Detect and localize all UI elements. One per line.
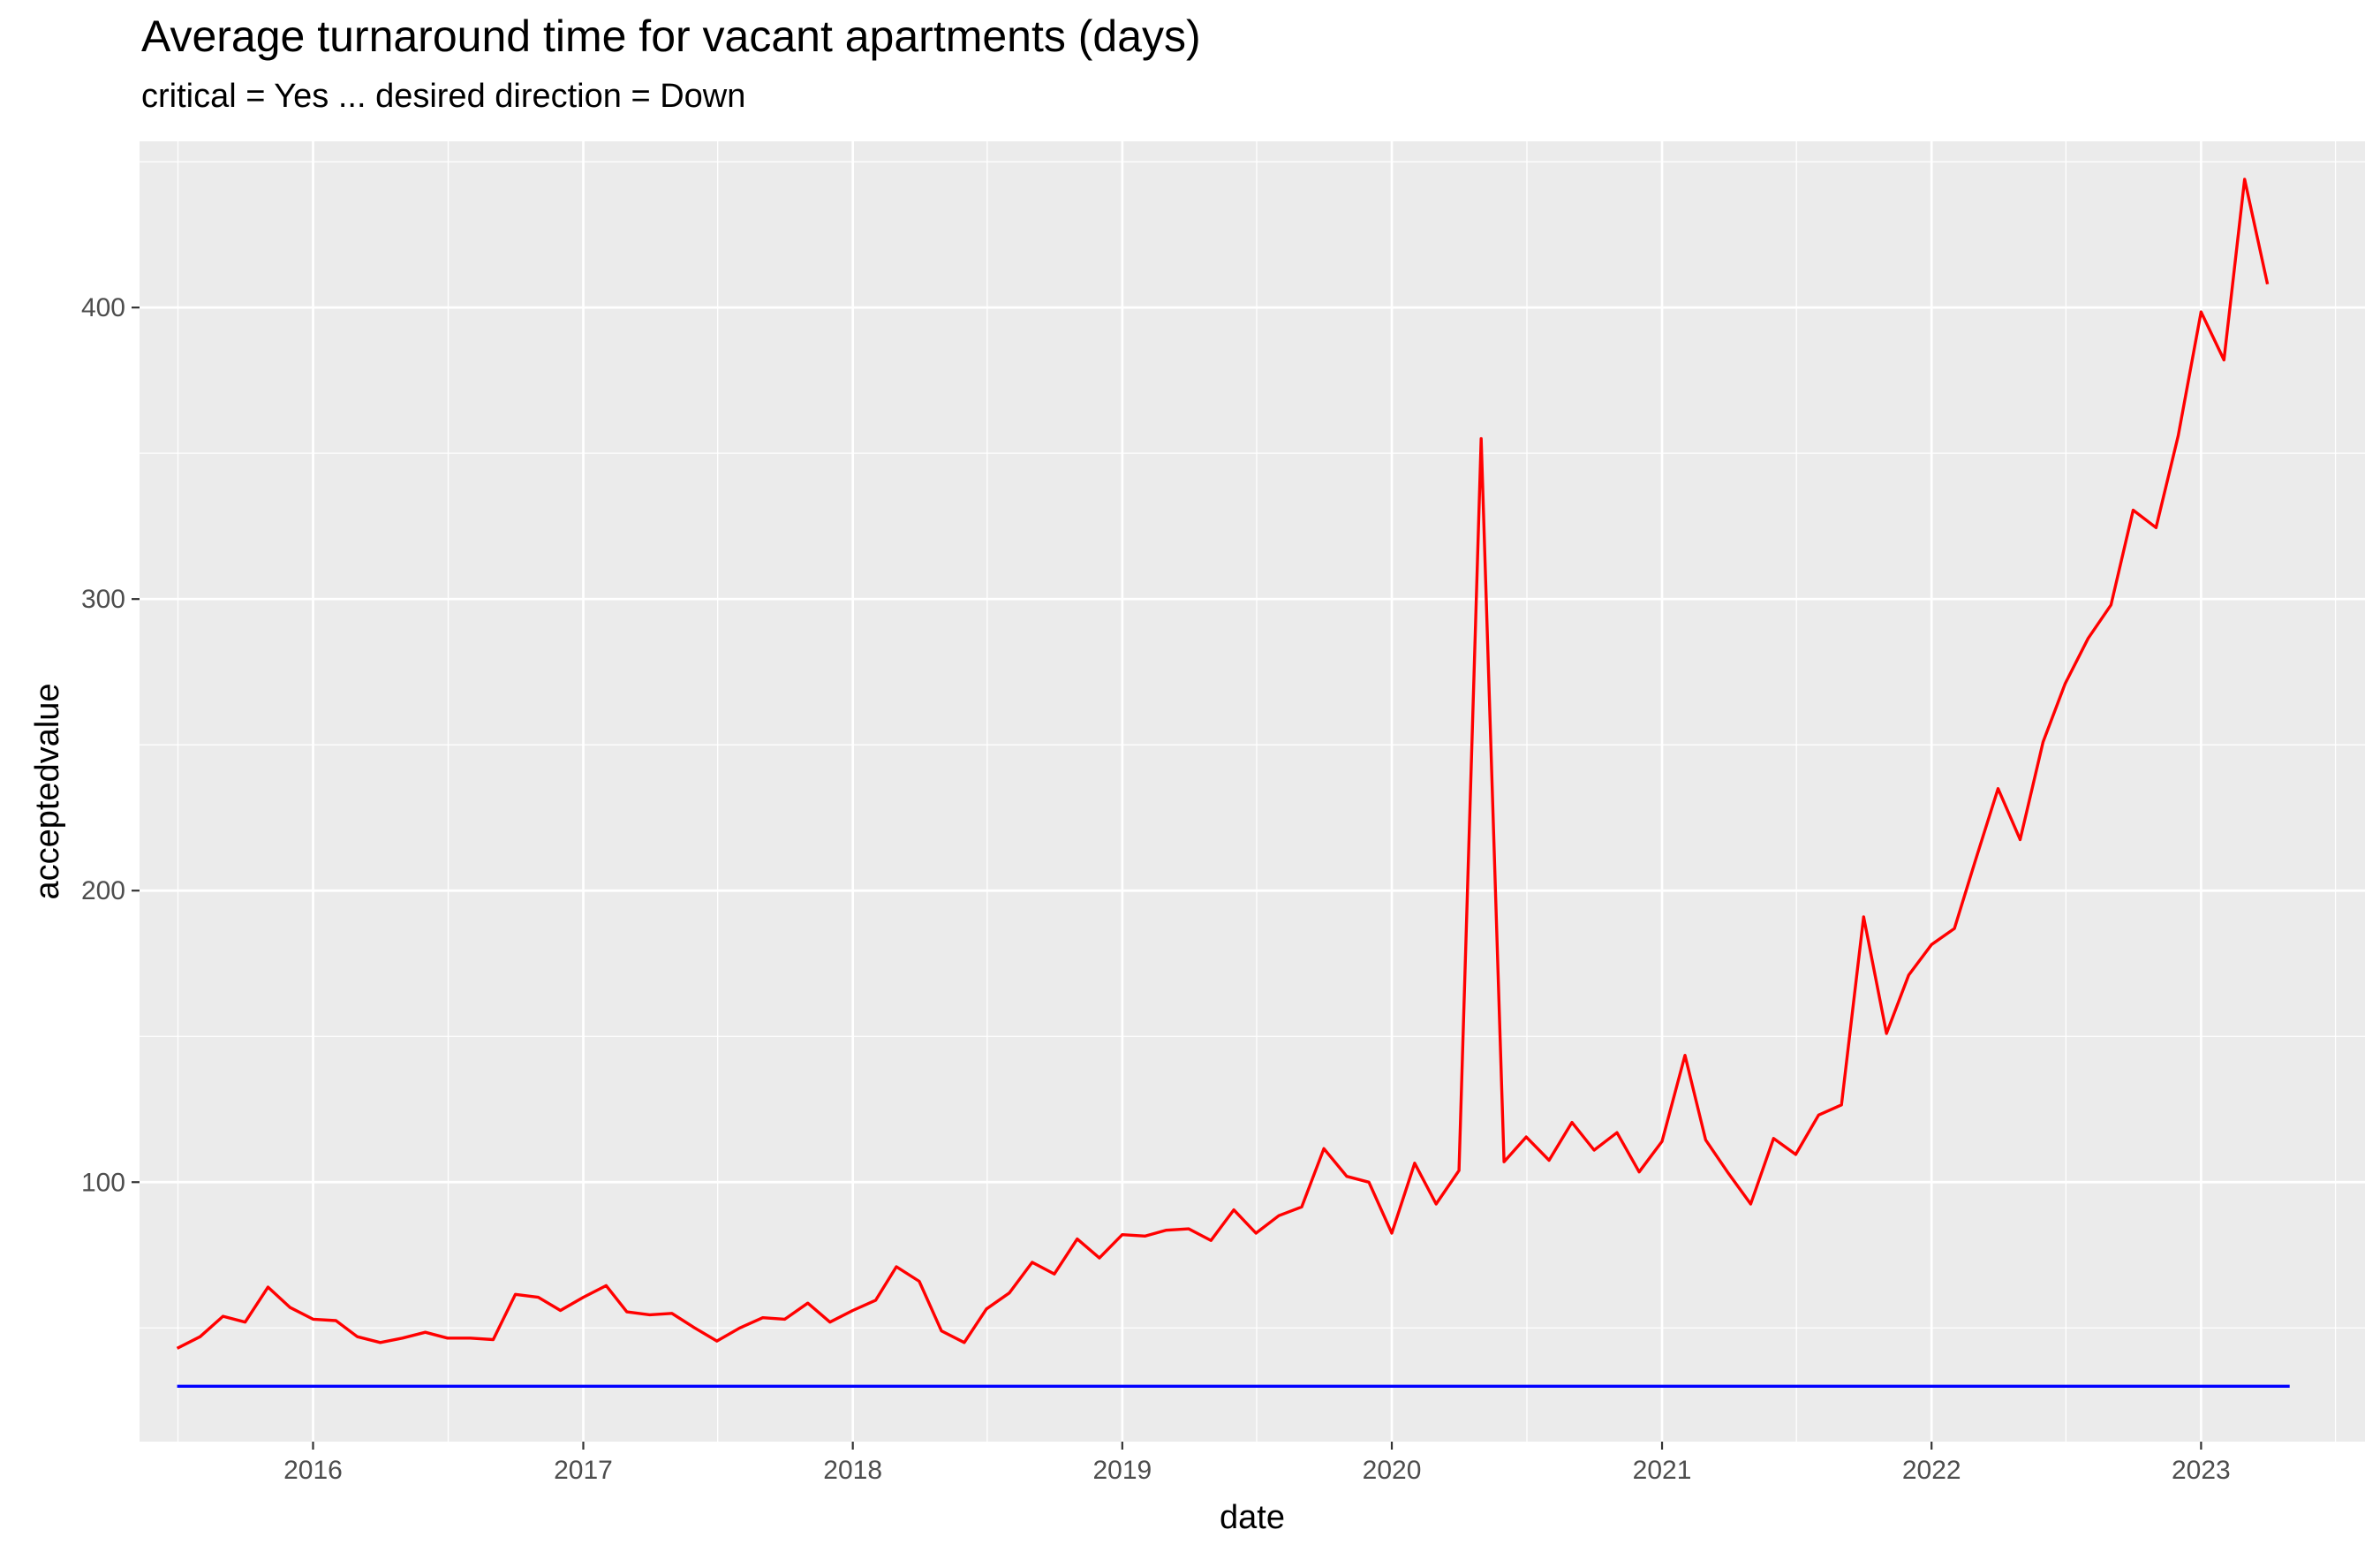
chart-title: Average turnaround time for vacant apart… bbox=[141, 11, 1201, 61]
axis-ticks bbox=[132, 307, 2202, 1450]
series-layer bbox=[176, 178, 2290, 1389]
x-tick-label: 2020 bbox=[1363, 1456, 1422, 1485]
plot-panel bbox=[140, 141, 2365, 1442]
minor-gridlines bbox=[140, 141, 2365, 1442]
y-axis-title: acceptedvalue bbox=[29, 683, 66, 899]
y-tick-label: 200 bbox=[81, 876, 125, 905]
y-tick-labels: 100 200 300 400 bbox=[81, 293, 125, 1197]
x-tick-label: 2022 bbox=[1902, 1456, 1961, 1485]
x-tick-label: 2017 bbox=[554, 1456, 613, 1485]
y-tick-label: 400 bbox=[81, 293, 125, 322]
x-tick-label: 2018 bbox=[823, 1456, 882, 1485]
x-tick-label: 2016 bbox=[283, 1456, 343, 1485]
x-axis-title: date bbox=[1220, 1499, 1285, 1536]
major-gridlines bbox=[140, 141, 2365, 1442]
x-tick-label: 2023 bbox=[2172, 1456, 2231, 1485]
series-line-accepted-value bbox=[176, 178, 2270, 1350]
y-tick-label: 300 bbox=[81, 585, 125, 614]
x-tick-label: 2019 bbox=[1092, 1456, 1152, 1485]
x-tick-labels: 2016 2017 2018 2019 2020 2021 2022 2023 bbox=[283, 1456, 2231, 1485]
y-tick-label: 100 bbox=[81, 1168, 125, 1197]
chart-subtitle: critical = Yes ... desired direction = D… bbox=[141, 78, 746, 115]
x-tick-label: 2021 bbox=[1633, 1456, 1692, 1485]
